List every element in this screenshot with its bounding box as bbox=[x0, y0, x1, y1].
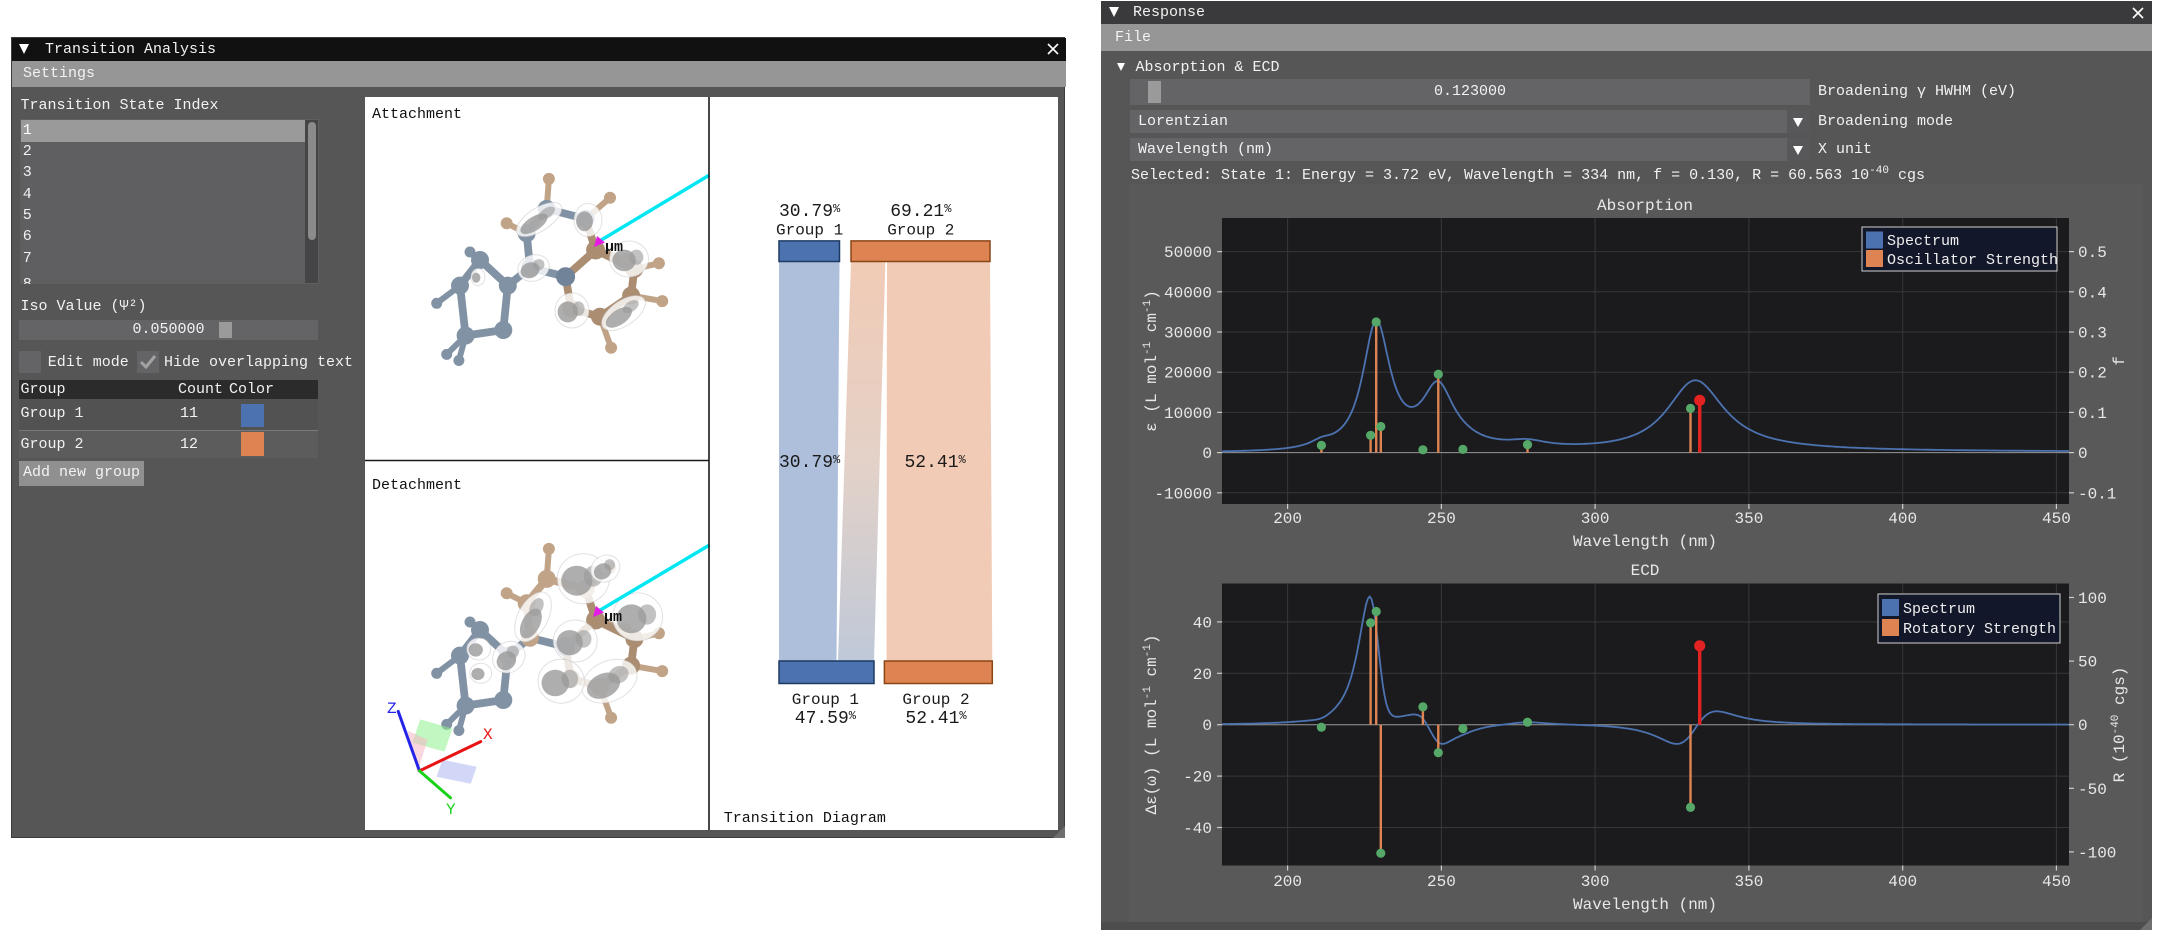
svg-text:0.3: 0.3 bbox=[2078, 325, 2107, 343]
svg-text:300: 300 bbox=[1581, 510, 1610, 528]
svg-text:100: 100 bbox=[2078, 590, 2107, 608]
svg-text:Wavelength (nm): Wavelength (nm) bbox=[1573, 533, 1717, 551]
svg-text:400: 400 bbox=[1888, 873, 1917, 891]
svg-text:0: 0 bbox=[1202, 717, 1212, 735]
svg-text:50: 50 bbox=[2078, 654, 2097, 672]
svg-text:Attachment: Attachment bbox=[372, 106, 462, 123]
svg-text:Absorption: Absorption bbox=[1597, 197, 1693, 215]
svg-text:52.41%: 52.41% bbox=[905, 709, 967, 729]
svg-text:450: 450 bbox=[2042, 873, 2071, 891]
svg-text:Group 2: Group 2 bbox=[887, 222, 954, 240]
svg-text:0.2: 0.2 bbox=[2078, 365, 2107, 383]
svg-text:0.5: 0.5 bbox=[2078, 244, 2107, 262]
svg-text:47.59%: 47.59% bbox=[795, 709, 857, 729]
svg-text:-10000: -10000 bbox=[1154, 485, 1212, 503]
svg-text:Group 1: Group 1 bbox=[776, 222, 843, 240]
svg-text:Detachment: Detachment bbox=[372, 477, 462, 494]
svg-text:10000: 10000 bbox=[1164, 405, 1212, 423]
svg-text:52.41%: 52.41% bbox=[904, 453, 966, 473]
svg-text:69.21%: 69.21% bbox=[890, 202, 952, 222]
svg-text:200: 200 bbox=[1273, 873, 1302, 891]
svg-text:-20: -20 bbox=[1183, 769, 1212, 787]
svg-text:f: f bbox=[2111, 356, 2129, 366]
svg-text:40: 40 bbox=[1193, 614, 1212, 632]
svg-text:Wavelength (nm): Wavelength (nm) bbox=[1573, 896, 1717, 914]
svg-text:0: 0 bbox=[2078, 717, 2088, 735]
svg-text:Transition Diagram: Transition Diagram bbox=[724, 810, 886, 827]
svg-text:0.4: 0.4 bbox=[2078, 284, 2107, 302]
svg-text:200: 200 bbox=[1273, 510, 1302, 528]
svg-text:Y: Y bbox=[446, 801, 456, 819]
svg-text:ECD: ECD bbox=[1631, 562, 1660, 580]
svg-text:Oscillator Strength: Oscillator Strength bbox=[1887, 252, 2058, 269]
svg-text:30.79%: 30.79% bbox=[779, 453, 841, 473]
svg-text:Δε(ω) (L mol-1 cm-1): Δε(ω) (L mol-1 cm-1) bbox=[1142, 634, 1161, 814]
svg-text:50000: 50000 bbox=[1164, 244, 1212, 262]
svg-text:30.79%: 30.79% bbox=[779, 202, 841, 222]
svg-text:0: 0 bbox=[2078, 445, 2088, 463]
svg-text:20000: 20000 bbox=[1164, 365, 1212, 383]
svg-text:0.1: 0.1 bbox=[2078, 405, 2107, 423]
svg-text:-40: -40 bbox=[1183, 820, 1212, 838]
svg-text:-50: -50 bbox=[2078, 781, 2107, 799]
svg-text:400: 400 bbox=[1888, 510, 1917, 528]
svg-text:0: 0 bbox=[1202, 445, 1212, 463]
svg-text:Spectrum: Spectrum bbox=[1887, 233, 1959, 250]
svg-text:X: X bbox=[483, 726, 493, 744]
svg-text:250: 250 bbox=[1427, 873, 1456, 891]
svg-text:µm: µm bbox=[605, 239, 623, 256]
svg-text:350: 350 bbox=[1734, 873, 1763, 891]
svg-text:Z: Z bbox=[387, 700, 397, 718]
svg-text:Group 2: Group 2 bbox=[902, 691, 969, 709]
svg-text:µm: µm bbox=[604, 609, 622, 626]
svg-text:ε (L mol-1 cm-1): ε (L mol-1 cm-1) bbox=[1142, 290, 1161, 432]
svg-text:350: 350 bbox=[1734, 510, 1763, 528]
svg-text:Group 1: Group 1 bbox=[792, 691, 859, 709]
svg-text:R (10-40 cgs): R (10-40 cgs) bbox=[2110, 667, 2129, 783]
svg-text:40000: 40000 bbox=[1164, 284, 1212, 302]
svg-text:30000: 30000 bbox=[1164, 325, 1212, 343]
svg-text:300: 300 bbox=[1581, 873, 1610, 891]
svg-text:Rotatory Strength: Rotatory Strength bbox=[1903, 621, 2056, 638]
svg-text:-0.1: -0.1 bbox=[2078, 485, 2116, 503]
svg-text:250: 250 bbox=[1427, 510, 1456, 528]
svg-text:450: 450 bbox=[2042, 510, 2071, 528]
svg-text:-100: -100 bbox=[2078, 844, 2116, 862]
svg-text:20: 20 bbox=[1193, 666, 1212, 684]
svg-text:Spectrum: Spectrum bbox=[1903, 601, 1975, 618]
